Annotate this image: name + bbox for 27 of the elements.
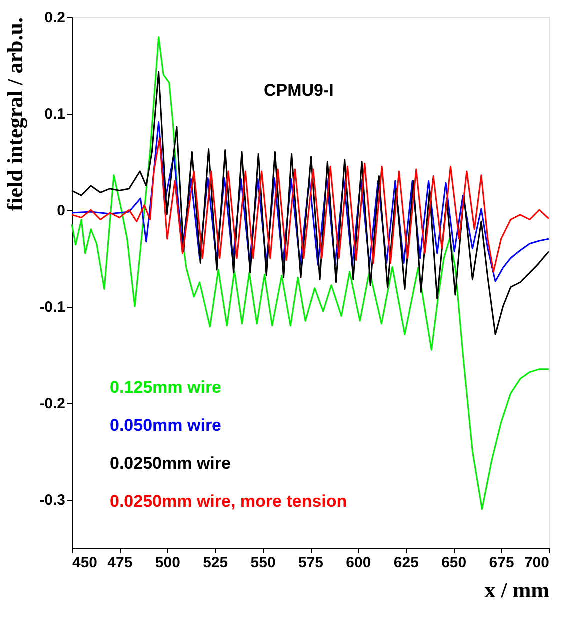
annotation: CPMU9-I [264,81,334,100]
line-series [71,121,550,282]
text: 0.0250mm wire, more tension [110,492,348,511]
x-tick-label: 475 [108,554,133,572]
y-tick-label: -0.3 [40,492,66,510]
x-tick-label: 550 [250,554,276,572]
y-axis-title: field integral / arb.u. [2,18,28,212]
x-tick-label: 675 [489,554,514,572]
text: 0.050mm wire [110,416,222,435]
line-series [71,138,550,273]
x-tick-label: 525 [203,554,228,572]
x-tick-label: 650 [442,554,467,572]
x-tick-label: 575 [298,554,324,572]
text: 0.0250mm wire [110,454,231,473]
text: 0.125mm wire [110,378,222,397]
line-series [71,36,550,510]
x-tick-label: 500 [155,554,180,572]
x-tick-label: 700 [524,554,550,572]
y-tick-label: -0.1 [40,299,66,316]
x-axis-title: x / mm [484,578,550,602]
y-tick-label: -0.2 [40,396,66,413]
x-tick-label: 625 [394,554,419,572]
x-tick-label: 600 [346,554,372,572]
y-tick-label: 0.2 [44,10,66,26]
y-tick-label: 0 [57,202,66,220]
y-tick-label: 0.1 [44,106,66,124]
x-tick-label: 450 [72,554,98,572]
